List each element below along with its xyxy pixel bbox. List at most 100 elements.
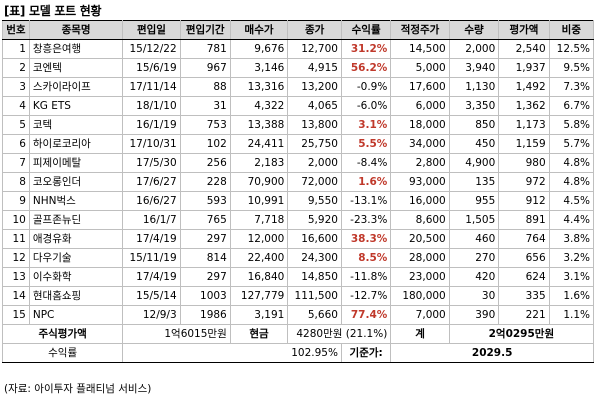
column-header: 종목명 <box>28 20 124 40</box>
cell-date: 15/6/19 <box>122 58 181 78</box>
cell-stock-name: NPC <box>28 305 124 325</box>
page-title: [표] 모델 포트 현황 <box>4 4 102 18</box>
cell-weight: 3.8% <box>548 229 594 249</box>
cell-close-price: 25,750 <box>287 134 342 154</box>
cell-value: 2,540 <box>498 39 550 59</box>
cell-period: 814 <box>179 248 231 268</box>
base-label: 기준가: <box>340 343 392 363</box>
cell-date: 16/6/27 <box>122 191 181 211</box>
total-label: 계 <box>390 324 450 344</box>
table-row: 9 NHN벅스 16/6/27 593 10,991 9,550 -13.1% 16,000 9… <box>2 191 594 211</box>
cell-fair-price: 7,000 <box>390 305 450 325</box>
cell-weight: 1.6% <box>548 286 594 306</box>
cell-return: -23.3% <box>340 210 392 230</box>
cell-return: 38.3% <box>340 229 392 249</box>
cell-buy-price: 3,191 <box>229 305 289 325</box>
return-value: 102.95% <box>122 343 342 363</box>
cell-quantity: 850 <box>448 115 500 135</box>
cell-quantity: 955 <box>448 191 500 211</box>
cell-date: 17/4/19 <box>122 229 181 249</box>
cell-quantity: 460 <box>448 229 500 249</box>
cell-weight: 3.2% <box>548 248 594 268</box>
cell-return: 1.6% <box>340 172 392 192</box>
cell-fair-price: 8,600 <box>390 210 450 230</box>
cell-date: 15/12/22 <box>122 39 181 59</box>
cell-quantity: 420 <box>448 267 500 287</box>
cell-number: 13 <box>2 267 30 287</box>
cell-date: 17/6/27 <box>122 172 181 192</box>
cell-close-price: 111,500 <box>287 286 342 306</box>
cell-value: 891 <box>498 210 550 230</box>
cell-value: 1,173 <box>498 115 550 135</box>
cell-date: 15/5/14 <box>122 286 181 306</box>
cell-close-price: 13,800 <box>287 115 342 135</box>
cell-weight: 4.8% <box>548 172 594 192</box>
cell-quantity: 450 <box>448 134 500 154</box>
cell-number: 10 <box>2 210 30 230</box>
cell-return: -0.9% <box>340 77 392 97</box>
cell-quantity: 2,000 <box>448 39 500 59</box>
cell-stock-name: 코엔텍 <box>28 58 124 78</box>
cell-value: 972 <box>498 172 550 192</box>
cell-buy-price: 16,840 <box>229 267 289 287</box>
cell-quantity: 4,900 <box>448 153 500 173</box>
cell-quantity: 30 <box>448 286 500 306</box>
table-body: 1 창흥은여행 15/12/22 781 9,676 12,700 31.2% 14,500 2… <box>2 39 594 325</box>
cell-date: 17/5/30 <box>122 153 181 173</box>
cell-period: 753 <box>179 115 231 135</box>
base-value: 2029.5 <box>390 343 594 363</box>
cell-close-price: 24,300 <box>287 248 342 268</box>
cell-close-price: 14,850 <box>287 267 342 287</box>
cell-stock-name: 피제이메탈 <box>28 153 124 173</box>
cell-quantity: 135 <box>448 172 500 192</box>
cell-number: 1 <box>2 39 30 59</box>
cell-return: 3.1% <box>340 115 392 135</box>
cell-date: 17/10/31 <box>122 134 181 154</box>
cell-fair-price: 20,500 <box>390 229 450 249</box>
cell-number: 5 <box>2 115 30 135</box>
source-note: (자료: 아이투자 플래티넘 서비스) <box>4 383 152 395</box>
cell-return: -8.4% <box>340 153 392 173</box>
cell-close-price: 4,915 <box>287 58 342 78</box>
cell-fair-price: 23,000 <box>390 267 450 287</box>
cell-close-price: 9,550 <box>287 191 342 211</box>
cell-weight: 4.4% <box>548 210 594 230</box>
return-row: 수익률 102.95% 기준가: 2029.5 <box>1 343 594 363</box>
cell-fair-price: 2,800 <box>390 153 450 173</box>
cell-date: 12/9/3 <box>122 305 181 325</box>
column-header: 평가액 <box>498 20 550 40</box>
cell-period: 967 <box>179 58 231 78</box>
table-row: 5 코텍 16/1/19 753 13,388 13,800 3.1% 18,000 850 1,… <box>2 115 594 135</box>
cell-close-price: 5,660 <box>287 305 342 325</box>
cell-value: 335 <box>498 286 550 306</box>
cell-buy-price: 7,718 <box>229 210 289 230</box>
cell-stock-name: 코텍 <box>28 115 124 135</box>
table-row: 2 코엔텍 15/6/19 967 3,146 4,915 56.2% 5,000 3,940 1… <box>2 58 594 78</box>
cell-weight: 7.3% <box>548 77 594 97</box>
cell-quantity: 3,940 <box>448 58 500 78</box>
cell-stock-name: 현대홈쇼핑 <box>28 286 124 306</box>
cell-stock-name: 스카이라이프 <box>28 77 124 97</box>
column-header: 번호 <box>2 20 30 40</box>
cell-number: 11 <box>2 229 30 249</box>
cell-weight: 9.5% <box>548 58 594 78</box>
table-header-row: 번호 종목명 편입일 편입기간 매수가 종가 수익률 적정주가 수량 평가액 비중 <box>2 20 594 40</box>
cell-value: 912 <box>498 191 550 211</box>
cell-value: 1,492 <box>498 77 550 97</box>
column-header: 매수가 <box>229 20 289 40</box>
cell-date: 17/11/14 <box>122 77 181 97</box>
table-row: 8 코오롱인더 17/6/27 228 70,900 72,000 1.6% 93,000 13… <box>2 172 594 192</box>
table-row: 7 피제이메탈 17/5/30 256 2,183 2,000 -8.4% 2,800 4,90… <box>2 153 594 173</box>
cell-fair-price: 14,500 <box>390 39 450 59</box>
cell-close-price: 12,700 <box>287 39 342 59</box>
cell-quantity: 3,350 <box>448 96 500 116</box>
table-row: 13 이수화학 17/4/19 297 16,840 14,850 -11.8% 23,000… <box>2 267 594 287</box>
cell-close-price: 2,000 <box>287 153 342 173</box>
cell-number: 8 <box>2 172 30 192</box>
stock-value: 1억6015만원 <box>122 324 231 344</box>
cell-value: 221 <box>498 305 550 325</box>
cell-period: 31 <box>179 96 231 116</box>
cell-stock-name: 다우기술 <box>28 248 124 268</box>
cell-close-price: 5,920 <box>287 210 342 230</box>
table-row: 10 골프존뉴딘 16/1/7 765 7,718 5,920 -23.3% 8,600 1,5… <box>2 210 594 230</box>
